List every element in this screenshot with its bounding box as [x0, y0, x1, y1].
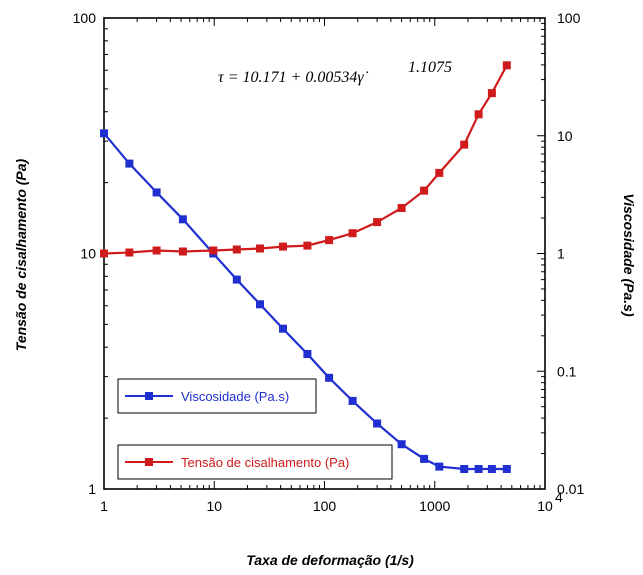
y2-tick-label: 1	[557, 246, 565, 262]
data-point-viscosidade	[100, 129, 108, 138]
y2-tick-label: 0.1	[557, 363, 577, 379]
legend-marker-viscosidade	[145, 392, 153, 400]
y2-axis-title: Viscosidade (Pa.s)	[621, 193, 637, 317]
y-axis-title: Tensão de cisalhamento (Pa)	[13, 158, 29, 351]
data-point-viscosidade	[325, 373, 334, 382]
data-point-tensao	[435, 168, 444, 177]
equation-exponent: 1.1075	[408, 59, 452, 76]
x-tick-label: 100	[313, 498, 337, 514]
x-tick-label: 10	[537, 498, 553, 514]
data-point-tensao	[397, 204, 406, 212]
data-point-tensao	[420, 186, 429, 195]
data-point-tensao	[474, 110, 483, 119]
legend-label-tensao: Tensão de cisalhamento (Pa)	[181, 455, 349, 470]
data-point-tensao	[279, 242, 287, 251]
data-point-viscosidade	[487, 465, 496, 473]
data-point-viscosidade	[474, 465, 483, 473]
data-point-viscosidade	[152, 188, 161, 197]
data-point-tensao	[303, 241, 312, 250]
y2-tick-label: 10	[557, 128, 573, 144]
x-tick-label-exponent: 4	[555, 489, 563, 505]
y-tick-label: 10	[80, 246, 96, 262]
data-point-tensao	[460, 140, 469, 149]
series-line-viscosidade	[103, 132, 507, 471]
data-point-viscosidade	[303, 350, 312, 358]
data-point-viscosidade	[279, 324, 287, 333]
data-point-viscosidade	[125, 159, 134, 168]
data-point-viscosidade	[460, 465, 469, 473]
data-point-viscosidade	[420, 454, 429, 463]
data-point-tensao	[125, 248, 134, 257]
data-point-tensao	[325, 236, 334, 245]
plot-frame	[103, 17, 546, 490]
x-tick-label: 1	[100, 498, 108, 514]
legend-viscosidade: Viscosidade (Pa.s)	[117, 378, 317, 414]
data-point-tensao	[487, 89, 496, 98]
data-point-tensao	[100, 249, 108, 258]
legend-tensao: Tensão de cisalhamento (Pa)	[117, 444, 393, 480]
y-tick-label: 100	[73, 10, 97, 26]
equation-annotation: τ = 10.171 + 0.00534γ̇ 1.1075	[218, 59, 452, 86]
data-point-tensao	[232, 245, 241, 254]
legend-label-viscosidade: Viscosidade (Pa.s)	[181, 389, 289, 404]
data-point-viscosidade	[348, 396, 357, 405]
equation-text: τ = 10.171 + 0.00534γ̇	[218, 69, 369, 86]
legend-marker-tensao	[145, 458, 153, 466]
x-tick-label: 1000	[419, 498, 450, 514]
data-point-viscosidade	[435, 462, 444, 471]
data-point-tensao	[502, 61, 511, 70]
data-point-tensao	[348, 229, 357, 238]
series-layer	[100, 61, 511, 473]
x-tick-label: 10	[206, 498, 222, 514]
data-point-tensao	[178, 247, 187, 256]
data-point-viscosidade	[232, 275, 241, 284]
y2-tick-label: 0.01	[557, 481, 584, 497]
series-line-tensao	[103, 64, 508, 255]
data-point-tensao	[152, 246, 161, 255]
data-point-viscosidade	[178, 215, 187, 224]
data-point-viscosidade	[502, 465, 511, 473]
data-point-tensao	[209, 246, 218, 255]
data-point-tensao	[256, 244, 264, 253]
y-tick-label: 1	[88, 481, 96, 497]
data-point-viscosidade	[397, 440, 406, 449]
y2-tick-label: 100	[557, 10, 581, 26]
x-axis-title: Taxa de deformação (1/s)	[246, 552, 414, 568]
data-point-viscosidade	[256, 300, 264, 309]
data-point-viscosidade	[373, 419, 382, 428]
data-point-tensao	[373, 218, 382, 227]
